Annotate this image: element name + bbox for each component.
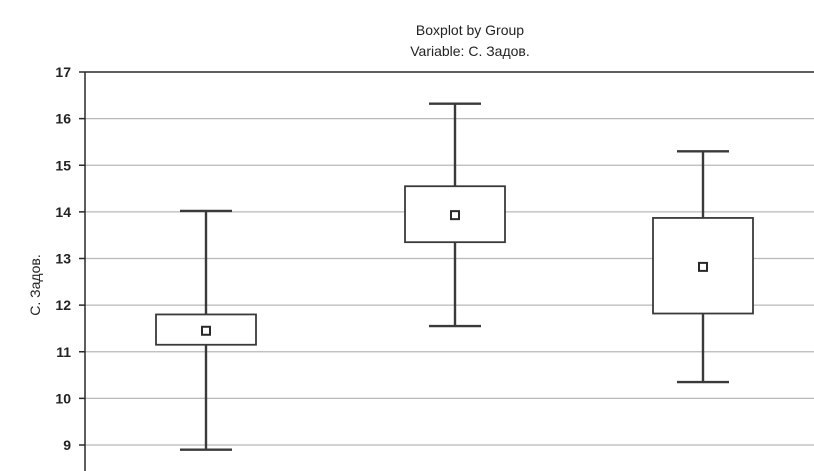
chart-title: Boxplot by Group	[416, 22, 524, 38]
box-group	[404, 102, 506, 328]
y-tick-label: 9	[63, 437, 71, 453]
median-marker	[450, 210, 460, 221]
y-tick-label: 12	[55, 297, 71, 313]
y-tick-label: 17	[55, 64, 71, 80]
y-tick-label: 11	[56, 344, 71, 360]
y-axis: 9 10 11 12 13 14 15 16 17	[55, 64, 814, 471]
y-tick-label: 16	[55, 111, 71, 127]
box-group	[155, 209, 257, 451]
y-axis-label: С. Задов.	[27, 254, 43, 315]
y-tick-label: 15	[55, 157, 71, 173]
median-marker	[201, 325, 211, 336]
y-tick-label: 13	[55, 251, 71, 267]
box-series	[155, 102, 754, 451]
chart-subtitle: Variable: С. Задов.	[410, 43, 530, 59]
box-group	[652, 150, 754, 384]
median-marker	[698, 261, 708, 272]
y-tick-label: 14	[55, 204, 71, 220]
y-tick-label: 10	[55, 390, 71, 406]
